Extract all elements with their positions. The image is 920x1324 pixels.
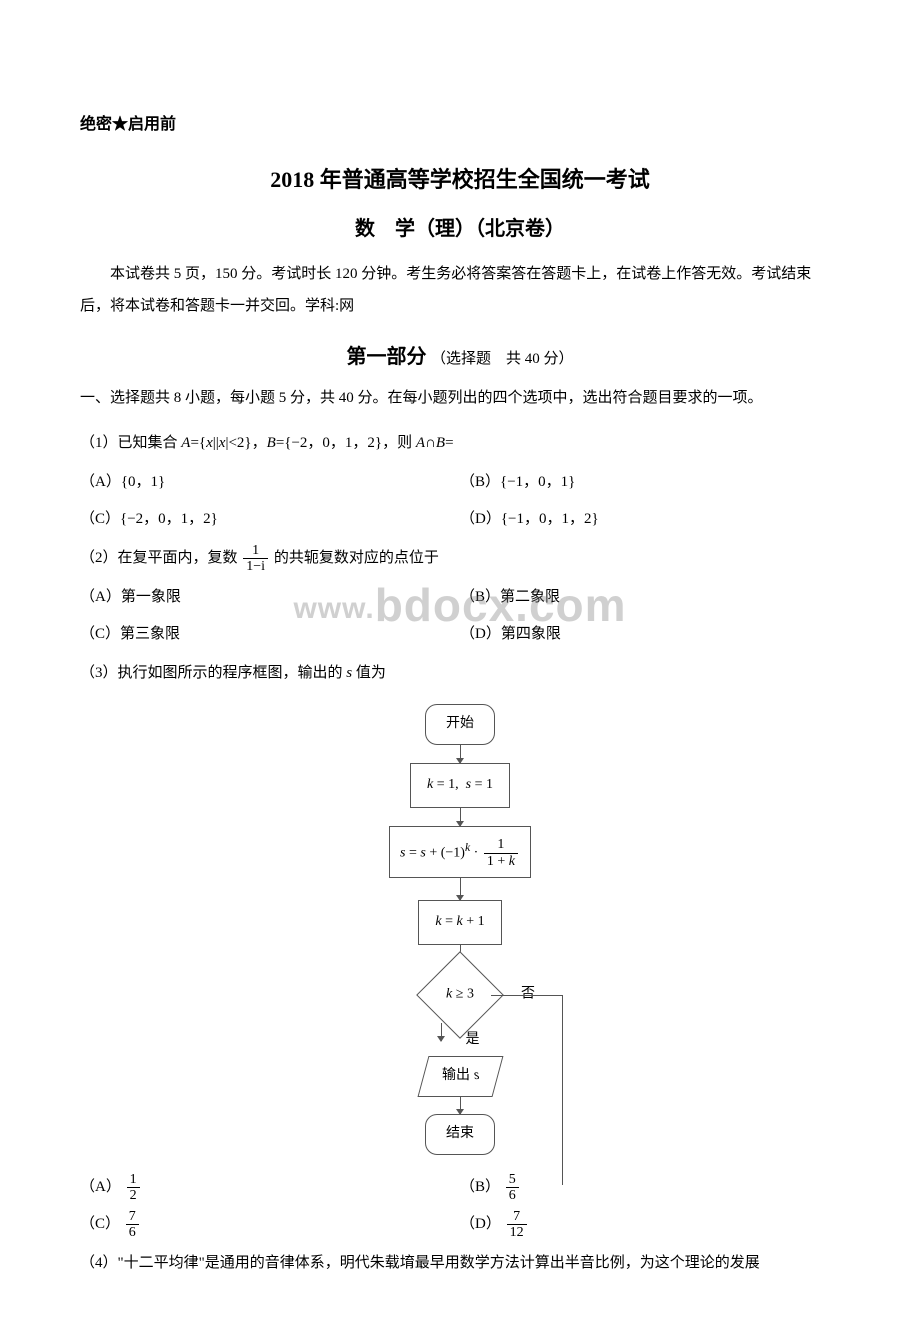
fc-decision: k ≥ 3 否: [405, 967, 515, 1023]
section-title-normal: （选择题 共 40 分）: [431, 351, 574, 367]
q3-opt-d: （D） 712: [460, 1206, 840, 1243]
q1-opt-a: （A）{0，1}: [80, 464, 460, 501]
question-2: （2）在复平面内，复数 1 1−i 的共轭复数对应的点位于 （A）第一象限 （B…: [80, 542, 840, 653]
fc-loop: s = s + (−1)k · 11 + k: [389, 826, 531, 878]
exam-instructions: 本试卷共 5 页，150 分。考试时长 120 分钟。考生务必将答案答在答题卡上…: [80, 259, 840, 322]
q1-opt-c: （C）{−2，0，1，2}: [80, 501, 460, 538]
q2-fraction: 1 1−i: [243, 543, 268, 575]
fc-init: k = 1, s = 1: [410, 763, 510, 808]
question-4: （4）"十二平均律"是通用的音律体系，明代朱载堉最早用数学方法计算出半音比例，为…: [80, 1247, 840, 1280]
fc-arrow: [460, 745, 461, 763]
fc-end: 结束: [425, 1114, 495, 1155]
q4-text: （4）"十二平均律"是通用的音律体系，明代朱载堉最早用数学方法计算出半音比例，为…: [80, 1247, 840, 1280]
fc-arrow: [441, 1023, 442, 1041]
question-1: （1）已知集合 A={x||x|<2}，B={−2，0，1，2}，则 A∩B= …: [80, 427, 840, 538]
fc-calc: s = s + (−1)k · 11 + k: [389, 826, 531, 878]
fc-incr: k = k + 1: [418, 900, 501, 945]
q2-opt-b: （B）第二象限: [460, 579, 840, 616]
q3-opt-a: （A） 12: [80, 1169, 460, 1206]
fc-arrow: [460, 878, 461, 900]
section-title-bold: 第一部分: [346, 346, 426, 368]
q3-opt-c: （C） 76: [80, 1206, 460, 1243]
q2-opt-a: （A）第一象限: [80, 579, 460, 616]
q1-text: （1）已知集合 A={x||x|<2}，B={−2，0，1，2}，则 A∩B=: [80, 427, 840, 460]
q3-text: （3）执行如图所示的程序框图，输出的 s 值为: [80, 657, 840, 690]
fc-output: 输出 s: [417, 1056, 503, 1097]
title-sub: 数 学（理）（北京卷）: [80, 212, 840, 241]
section-desc: 一、选择题共 8 小题，每小题 5 分，共 40 分。在每小题列出的四个选项中，…: [80, 383, 840, 413]
flowchart: 开始 k = 1, s = 1 s = s + (−1)k · 11 + k k…: [80, 704, 840, 1155]
fc-arrow: [460, 808, 461, 826]
q1-opt-b: （B）{−1，0，1}: [460, 464, 840, 501]
q2-opt-c: （C）第三象限: [80, 616, 460, 653]
title-main: 2018 年普通高等学校招生全国统一考试: [80, 162, 840, 194]
fc-arrow: [460, 1096, 461, 1114]
question-3: （3）执行如图所示的程序框图，输出的 s 值为 开始 k = 1, s = 1 …: [80, 657, 840, 1243]
fc-start: 开始: [425, 704, 495, 745]
section-title: 第一部分 （选择题 共 40 分）: [80, 340, 840, 369]
q1-opt-d: （D）{−1，0，1，2}: [460, 501, 840, 538]
q2-opt-d: （D）第四象限: [460, 616, 840, 653]
header-label: 绝密★启用前: [80, 110, 840, 134]
q2-text: （2）在复平面内，复数 1 1−i 的共轭复数对应的点位于: [80, 542, 840, 575]
